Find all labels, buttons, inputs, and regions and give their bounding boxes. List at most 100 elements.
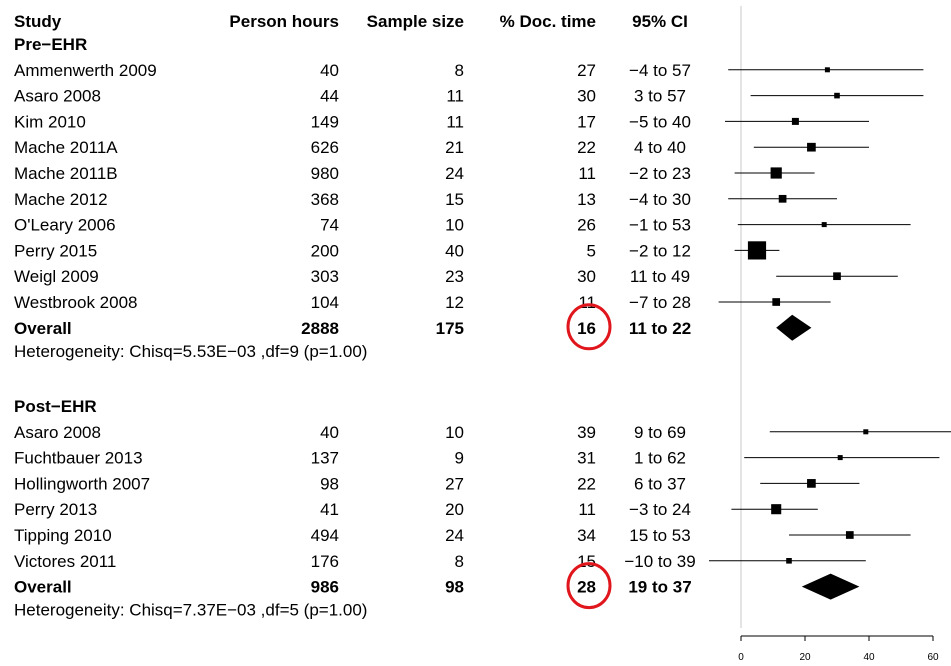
study-doc-time: 22: [577, 138, 596, 157]
study-person-hours: 40: [320, 61, 339, 80]
study-person-hours: 98: [320, 474, 339, 493]
heterogeneity-note: Heterogeneity: Chisq=5.53E−03 ,df=9 (p=1…: [14, 342, 367, 361]
point-estimate-square: [791, 117, 799, 125]
study-ci: −3 to 24: [629, 500, 691, 519]
study-sample-size: 11: [446, 112, 464, 131]
point-estimate-square: [771, 504, 782, 515]
overall-sample-size: 175: [436, 319, 464, 338]
study-sample-size: 12: [445, 293, 464, 312]
x-tick-label: 40: [863, 652, 875, 663]
study-sample-size: 10: [445, 216, 464, 235]
x-tick-label: 60: [927, 652, 939, 663]
study-sample-size: 11: [446, 87, 464, 106]
study-ci: 9 to 69: [634, 423, 686, 442]
study-name: O'Leary 2006: [14, 216, 116, 235]
study-name: Tipping 2010: [14, 526, 112, 545]
point-estimate-square: [833, 272, 841, 281]
study-name: Perry 2013: [14, 500, 97, 519]
overall-doc-time: 28: [577, 578, 596, 597]
study-name: Westbrook 2008: [14, 293, 137, 312]
study-person-hours: 41: [320, 500, 339, 519]
study-doc-time: 17: [577, 112, 596, 131]
study-person-hours: 104: [311, 293, 339, 312]
study-ci: −4 to 57: [629, 61, 691, 80]
study-person-hours: 494: [311, 526, 339, 545]
point-estimate-square: [824, 67, 830, 73]
study-doc-time: 30: [577, 87, 596, 106]
overall-diamond: [776, 314, 812, 341]
point-estimate-square: [834, 92, 840, 99]
x-axis: 0 20 40 60: [738, 635, 939, 663]
header-study: Study: [14, 12, 62, 31]
header-doc-time: % Doc. time: [500, 12, 596, 31]
study-doc-time: 31: [577, 449, 596, 468]
study-sample-size: 20: [445, 500, 464, 519]
group-title: Pre−EHR: [14, 35, 87, 54]
study-doc-time: 27: [577, 61, 596, 80]
study-person-hours: 149: [311, 112, 339, 131]
study-name: Weigl 2009: [14, 267, 99, 286]
study-ci: 4 to 40: [634, 138, 686, 157]
point-estimate-square: [863, 429, 869, 435]
study-ci: 6 to 37: [634, 474, 686, 493]
study-name: Kim 2010: [14, 112, 86, 131]
point-estimate-square: [770, 167, 782, 179]
study-sample-size: 27: [445, 474, 464, 493]
study-person-hours: 368: [311, 190, 339, 209]
study-ci: 1 to 62: [634, 449, 686, 468]
study-person-hours: 137: [311, 449, 339, 468]
study-person-hours: 200: [311, 241, 339, 260]
study-doc-time: 30: [577, 267, 596, 286]
study-sample-size: 10: [445, 423, 464, 442]
study-sample-size: 24: [445, 164, 464, 183]
point-estimate-square: [807, 479, 816, 488]
header-ci: 95% CI: [632, 12, 688, 31]
study-name: Fuchtbauer 2013: [14, 449, 143, 468]
point-estimate-square: [821, 222, 827, 228]
study-name: Mache 2011A: [14, 138, 118, 157]
study-ci: −2 to 23: [629, 164, 691, 183]
study-doc-time: 15: [577, 552, 596, 571]
study-doc-time: 13: [577, 190, 596, 209]
study-ci: −10 to 39: [624, 552, 695, 571]
point-estimate-square: [845, 531, 854, 539]
header-person-hours: Person hours: [229, 12, 339, 31]
x-tick-label: 20: [799, 652, 811, 663]
study-person-hours: 626: [311, 138, 339, 157]
study-name: Victores 2011: [14, 552, 116, 571]
study-person-hours: 980: [311, 164, 339, 183]
study-name: Mache 2011B: [14, 164, 118, 183]
study-ci: 15 to 53: [629, 526, 690, 545]
study-doc-time: 22: [577, 474, 596, 493]
heterogeneity-note: Heterogeneity: Chisq=7.37E−03 ,df=5 (p=1…: [14, 601, 367, 620]
study-person-hours: 303: [311, 267, 339, 286]
study-ci: 11 to 49: [630, 267, 690, 286]
study-name: Mache 2012: [14, 190, 108, 209]
point-estimate-square: [747, 241, 767, 260]
study-doc-time: 5: [587, 241, 596, 260]
study-sample-size: 40: [445, 241, 464, 260]
study-person-hours: 44: [320, 87, 339, 106]
study-ci: −5 to 40: [629, 112, 691, 131]
forest-rows: Pre−EHR Ammenwerth 2009 40 8 27 −4 to 57 Asaro…: [14, 35, 951, 620]
study-name: Perry 2015: [14, 241, 97, 260]
point-estimate-square: [772, 298, 781, 306]
overall-ci: 11 to 22: [629, 319, 691, 338]
study-person-hours: 176: [311, 552, 339, 571]
point-estimate-square: [807, 142, 816, 152]
study-ci: −4 to 30: [629, 190, 691, 209]
study-sample-size: 8: [455, 552, 464, 571]
study-doc-time: 11: [578, 164, 596, 183]
study-person-hours: 40: [320, 423, 339, 442]
study-sample-size: 8: [455, 61, 464, 80]
overall-ci: 19 to 37: [628, 578, 691, 597]
point-estimate-square: [778, 194, 787, 203]
overall-sample-size: 98: [445, 578, 464, 597]
study-doc-time: 11: [578, 293, 596, 312]
study-doc-time: 39: [577, 423, 596, 442]
point-estimate-square: [837, 455, 843, 461]
overall-diamond: [801, 573, 860, 600]
overall-doc-time: 16: [577, 319, 596, 338]
point-estimate-square: [786, 558, 792, 564]
